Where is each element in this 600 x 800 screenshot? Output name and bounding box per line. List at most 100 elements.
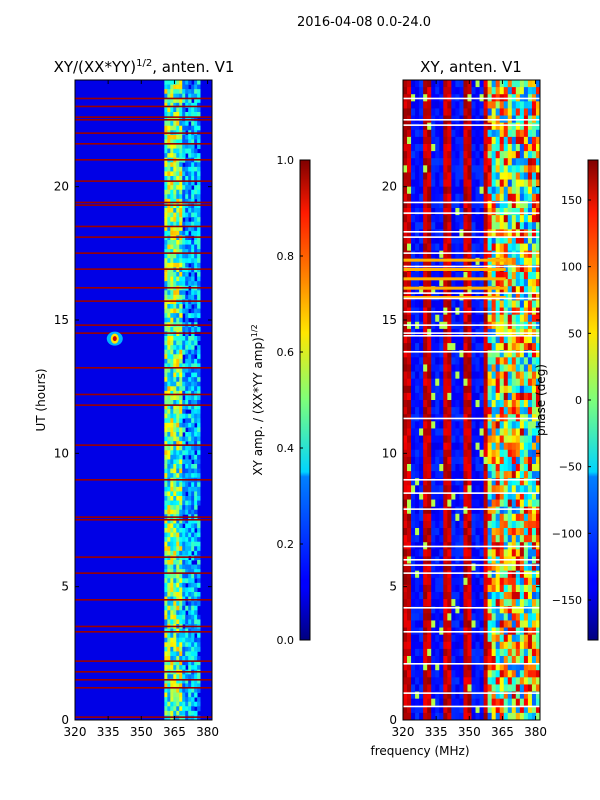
phase-cell <box>459 464 464 472</box>
phase-cell <box>443 563 448 572</box>
phase-cell <box>487 357 493 365</box>
phase-cell <box>523 648 529 657</box>
heatmap-cell <box>167 550 171 556</box>
phase-cell <box>515 222 521 230</box>
phase-cell <box>427 613 432 621</box>
phase-cell <box>415 712 420 721</box>
phase-cell <box>451 535 456 543</box>
heatmap-cell <box>197 121 201 127</box>
phase-cell <box>435 428 440 436</box>
phase-cell <box>523 691 529 700</box>
phase-cell <box>435 670 440 678</box>
heatmap-cell <box>197 404 201 410</box>
heatmap-cell <box>164 208 168 213</box>
heatmap-cell <box>191 633 195 639</box>
phase-cell <box>451 172 456 180</box>
phase-cell <box>507 179 513 188</box>
phase-cell <box>431 108 436 116</box>
heatmap-cell <box>179 633 183 639</box>
heatmap-cell <box>170 290 174 296</box>
phase-cell <box>483 186 489 195</box>
heatmap-cell <box>164 89 168 95</box>
phase-cell <box>435 87 440 95</box>
heatmap-cell <box>173 486 177 492</box>
heatmap-cell <box>179 281 183 287</box>
phase-cell <box>523 520 529 529</box>
phase-cell <box>455 286 460 294</box>
heatmap-cell <box>182 153 186 159</box>
phase-cell <box>411 549 416 557</box>
phase-cell <box>523 677 529 685</box>
phase-cell <box>507 350 513 358</box>
phase-cell <box>431 513 436 522</box>
heatmap-cell <box>164 308 168 314</box>
heatmap-cell <box>164 582 168 588</box>
phase-cell <box>467 179 472 188</box>
phase-cell <box>483 485 489 493</box>
colorbar-tick-label: 0.2 <box>277 538 295 551</box>
phase-cell <box>423 641 428 650</box>
phase-cell <box>487 314 493 323</box>
heatmap-cell <box>197 304 201 309</box>
heatmap-cell <box>179 491 183 497</box>
phase-cell <box>407 136 412 145</box>
phase-cell <box>527 193 533 202</box>
phase-cell <box>479 563 484 572</box>
phase-cell <box>531 314 537 323</box>
heatmap-cell <box>164 166 168 172</box>
phase-cell <box>471 535 476 543</box>
phase-cell <box>495 350 501 358</box>
phase-cell <box>519 129 525 138</box>
heatmap-cell <box>191 701 195 707</box>
phase-cell <box>511 101 517 109</box>
phase-cell <box>467 506 472 515</box>
phase-cell <box>415 677 420 685</box>
phase-cell <box>423 705 428 714</box>
phase-cell <box>435 222 440 230</box>
phase-cell <box>519 108 525 116</box>
phase-cell <box>515 122 521 131</box>
phase-cell <box>411 385 416 394</box>
phase-cell <box>471 520 476 529</box>
phase-cell <box>495 641 501 650</box>
phase-cell <box>407 129 412 138</box>
colorbar2-label: phase (deg) <box>534 364 548 436</box>
heatmap-cell <box>185 281 189 287</box>
phase-cell <box>515 670 521 678</box>
phase-cell <box>435 698 440 707</box>
heatmap-cell <box>176 569 180 575</box>
phase-cell <box>471 371 476 380</box>
phase-cell <box>463 243 468 252</box>
phase-cell <box>535 428 541 436</box>
phase-cell <box>523 300 529 308</box>
heatmap-cell <box>188 642 192 648</box>
heatmap-cell <box>185 194 189 200</box>
phase-cell <box>507 208 513 216</box>
heatmap-cell <box>191 413 195 419</box>
phase-cell <box>523 350 529 358</box>
phase-cell <box>503 343 509 351</box>
phase-cell <box>451 528 456 536</box>
x-tick-label: 350 <box>130 725 153 739</box>
phase-cell <box>407 314 412 323</box>
phase-cell <box>475 272 480 280</box>
phase-cell <box>515 549 521 557</box>
phase-cell <box>419 101 424 109</box>
phase-cell <box>499 506 505 515</box>
phase-cell <box>411 236 416 244</box>
phase-cell <box>515 456 521 465</box>
phase-cell <box>407 243 412 252</box>
phase-cell <box>411 136 416 145</box>
heatmap-cell <box>194 473 198 479</box>
heatmap-cell <box>185 198 189 204</box>
heatmap-cell <box>194 678 198 684</box>
flagged-row <box>75 660 212 662</box>
phase-cell <box>499 492 505 500</box>
phase-cell <box>443 392 448 401</box>
heatmap-cell <box>170 569 174 575</box>
phase-cell <box>415 563 420 572</box>
heatmap-cell <box>173 189 177 195</box>
heatmap-cell <box>176 308 180 314</box>
phase-cell <box>479 428 484 436</box>
